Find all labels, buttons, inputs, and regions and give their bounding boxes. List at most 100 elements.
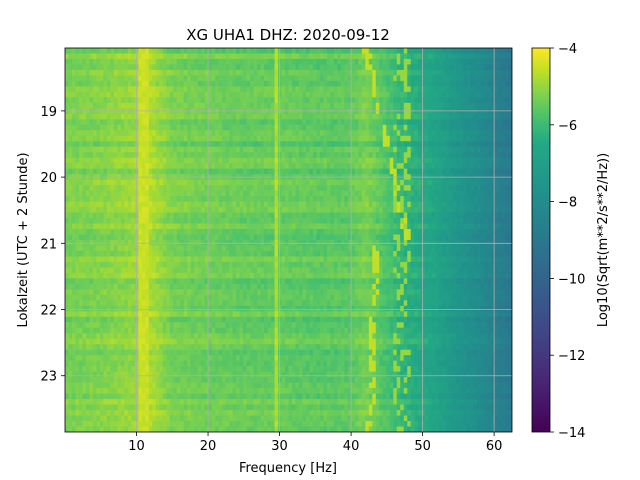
- heatmap-cell: [180, 196, 185, 203]
- heatmap-cell: [222, 196, 227, 203]
- heatmap-cell: [159, 91, 164, 98]
- heatmap-cell: [358, 179, 363, 186]
- heatmap-cell: [173, 86, 178, 93]
- heatmap-cell: [127, 218, 132, 225]
- heatmap-cell: [92, 245, 98, 252]
- heatmap-cell: [131, 185, 136, 192]
- heatmap-cell: [347, 163, 352, 170]
- heatmap-cell: [180, 256, 185, 263]
- heatmap-cell: [326, 69, 331, 77]
- heatmap-cell: [148, 152, 153, 159]
- heatmap-cell: [201, 250, 206, 258]
- heatmap-cell: [459, 207, 464, 214]
- heatmap-cell: [379, 196, 384, 203]
- heatmap-cell: [340, 196, 345, 203]
- heatmap-cell: [487, 58, 492, 66]
- heatmap-cell: [166, 124, 171, 131]
- heatmap-cell: [298, 157, 304, 164]
- heatmap-cell: [505, 168, 510, 175]
- heatmap-cell: [225, 185, 230, 192]
- heatmap-cell: [466, 229, 471, 236]
- heatmap-cell: [264, 229, 269, 236]
- heatmap-cell: [319, 229, 325, 236]
- heatmap-cell: [246, 86, 251, 93]
- heatmap-cell: [155, 97, 160, 104]
- heatmap-cell: [298, 250, 304, 258]
- heatmap-cell: [477, 157, 482, 164]
- heatmap-cell: [85, 218, 91, 225]
- heatmap-cell: [309, 196, 314, 203]
- heatmap-cell: [127, 141, 132, 148]
- heatmap-cell: [382, 212, 387, 219]
- heatmap-cell: [176, 201, 181, 208]
- heatmap-cell: [494, 256, 499, 263]
- heatmap-cell: [491, 234, 496, 241]
- heatmap-cell: [260, 212, 265, 219]
- heatmap-cell: [491, 124, 496, 131]
- heatmap-cell: [400, 157, 405, 164]
- heatmap-cell: [106, 124, 111, 131]
- heatmap-cell: [274, 256, 279, 263]
- heatmap-cell: [162, 185, 167, 192]
- heatmap-cell: [365, 108, 370, 115]
- heatmap-cell: [368, 256, 373, 263]
- heatmap-cell: [466, 119, 471, 126]
- heatmap-cell: [162, 146, 167, 153]
- heatmap-cell: [201, 245, 206, 252]
- heatmap-cell: [169, 250, 174, 258]
- heatmap-cell: [470, 53, 475, 60]
- heatmap-cell: [456, 64, 461, 71]
- heatmap-cell: [372, 141, 377, 148]
- heatmap-cell: [498, 58, 503, 66]
- heatmap-cell: [267, 124, 272, 131]
- heatmap-cell: [330, 196, 335, 203]
- heatmap-cell: [347, 245, 352, 252]
- heatmap-cell: [152, 75, 157, 82]
- heatmap-cell: [330, 75, 335, 82]
- heatmap-cell: [288, 146, 293, 153]
- heatmap-cell: [484, 207, 489, 214]
- heatmap-cell: [229, 48, 234, 55]
- heatmap-cell: [180, 58, 185, 66]
- heatmap-cell: [148, 250, 153, 258]
- heatmap-cell: [169, 141, 174, 148]
- heatmap-cell: [229, 119, 234, 126]
- heatmap-cell: [141, 135, 146, 142]
- heatmap-cell: [71, 157, 77, 164]
- heatmap-cell: [298, 168, 304, 175]
- heatmap-cell: [159, 250, 164, 258]
- heatmap-cell: [417, 53, 422, 60]
- heatmap-cell: [281, 190, 286, 197]
- heatmap-cell: [145, 53, 150, 60]
- heatmap-cell: [312, 146, 318, 153]
- heatmap-cell: [253, 245, 258, 252]
- heatmap-cell: [180, 207, 185, 214]
- heatmap-cell: [246, 256, 251, 263]
- heatmap-cell: [302, 69, 307, 77]
- heatmap-cell: [330, 152, 335, 159]
- heatmap-cell: [117, 119, 122, 126]
- heatmap-cell: [291, 168, 297, 175]
- heatmap-cell: [145, 201, 150, 208]
- heatmap-cell: [396, 218, 401, 225]
- heatmap-cell: [340, 102, 345, 109]
- heatmap-cell: [456, 168, 461, 175]
- heatmap-cell: [459, 48, 464, 55]
- heatmap-cell: [452, 245, 457, 252]
- heatmap-cell: [452, 234, 457, 241]
- heatmap-cell: [302, 212, 307, 219]
- heatmap-cell: [414, 124, 419, 131]
- heatmap-cell: [487, 48, 492, 55]
- heatmap-cell: [71, 250, 77, 258]
- heatmap-cell: [340, 179, 345, 186]
- heatmap-cell: [117, 207, 122, 214]
- heatmap-cell: [201, 207, 206, 214]
- heatmap-cell: [382, 179, 387, 186]
- heatmap-cell: [250, 218, 255, 225]
- heatmap-cell: [449, 48, 454, 55]
- heatmap-cell: [400, 185, 405, 192]
- heatmap-cell: [333, 157, 338, 164]
- heatmap-cell: [487, 113, 492, 120]
- heatmap-cell: [225, 212, 230, 219]
- heatmap-cell: [463, 113, 468, 120]
